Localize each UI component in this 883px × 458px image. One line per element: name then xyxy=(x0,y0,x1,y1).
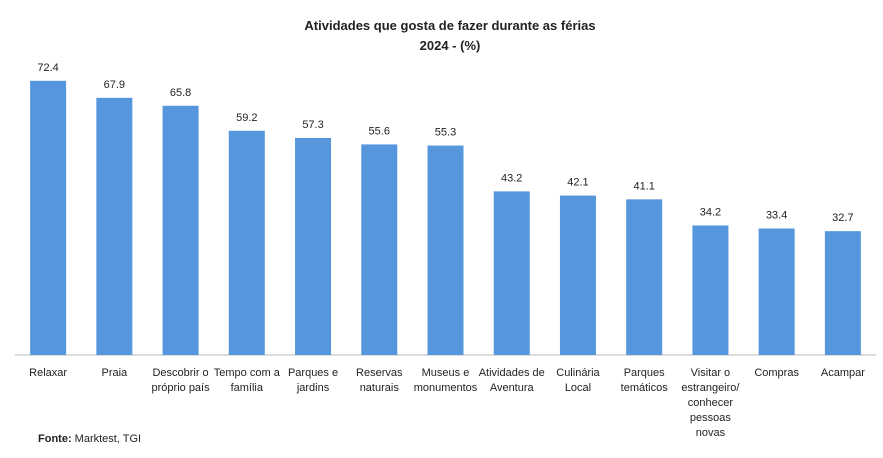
x-tick-label: Reservas naturais xyxy=(356,367,403,394)
value-label: 57.3 xyxy=(302,119,323,131)
value-label: 33.4 xyxy=(766,209,787,221)
bar xyxy=(626,199,663,355)
bar xyxy=(692,225,729,355)
x-tick-label: Atividades de Aventura xyxy=(479,367,545,394)
value-label: 65.8 xyxy=(170,87,191,99)
value-label: 67.9 xyxy=(104,79,125,91)
bar xyxy=(493,191,530,355)
bar xyxy=(162,105,199,355)
source-label: Fonte: xyxy=(38,433,72,445)
value-label: 72.4 xyxy=(37,62,58,74)
x-tick-label: Tempo com a família xyxy=(214,367,281,394)
bar xyxy=(559,195,596,355)
x-tick-label: Compras xyxy=(754,367,799,379)
value-label: 55.3 xyxy=(435,127,456,139)
x-tick-label: Museus e monumentos xyxy=(414,367,478,394)
chart-title: Atividades que gosta de fazer durante as… xyxy=(304,18,595,33)
bar xyxy=(96,97,133,356)
x-tick-label: Parques temáticos xyxy=(621,367,669,394)
value-label: 34.2 xyxy=(700,206,721,218)
x-tick-label: Visitar o estrangeiro/conhecer pessoas nova… xyxy=(681,367,740,439)
bar xyxy=(228,130,265,355)
bar xyxy=(361,144,398,355)
x-tick-label: Acampar xyxy=(821,367,865,379)
source: Fonte: Marktest, TGI xyxy=(38,433,141,445)
bar xyxy=(295,137,332,355)
x-tick-label: Praia xyxy=(102,367,129,379)
x-tick-label: Relaxar xyxy=(29,367,67,379)
value-label: 59.2 xyxy=(236,112,257,124)
x-tick-label: Culinária Local xyxy=(556,367,600,394)
value-label: 42.1 xyxy=(567,177,588,189)
bar xyxy=(427,145,464,355)
value-label: 41.1 xyxy=(633,180,654,192)
source-text: Marktest, TGI xyxy=(75,433,141,445)
bar xyxy=(758,228,795,355)
value-label: 43.2 xyxy=(501,172,522,184)
value-label: 55.6 xyxy=(369,125,390,137)
chart-subtitle: 2024 - (%) xyxy=(420,38,481,53)
bar xyxy=(30,80,67,355)
bar xyxy=(824,231,861,355)
x-tick-label: Descobrir o próprio país xyxy=(152,367,211,394)
x-tick-label: Parques e jardins xyxy=(288,367,338,394)
value-label: 32.7 xyxy=(832,212,853,224)
